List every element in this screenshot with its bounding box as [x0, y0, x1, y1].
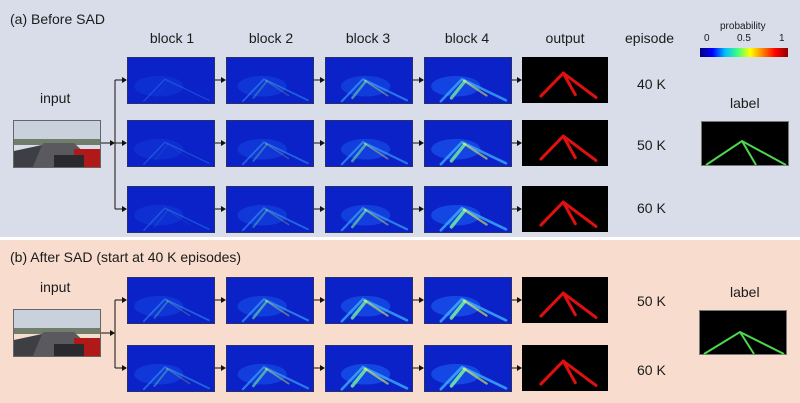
- panel-b-input-stem-head: [110, 330, 115, 336]
- panel-a-input-label: input: [40, 90, 71, 106]
- panel-a-row-2-arrow-2-head: [320, 140, 325, 146]
- panel-a-row-3-block-2-heatmap: [226, 186, 314, 233]
- panel-b-row-1-output-lanes: [522, 277, 608, 323]
- panel-a-row-3-block-1-heatmap: [127, 186, 215, 233]
- panel-a-row-2-output-lanes: [522, 120, 608, 166]
- panel-b-row-2-arrow-2-head: [320, 365, 325, 371]
- panel-a-row-3-arrow-1-head: [221, 206, 226, 212]
- column-header-block-3: block 3: [345, 30, 391, 46]
- panel-a-row-2-block-1-heatmap: [127, 120, 215, 167]
- episode-a-50k: 50 K: [637, 137, 666, 153]
- panel-a-row-2-arrow-output-head: [517, 140, 522, 146]
- column-header-block-1: block 1: [149, 30, 195, 46]
- panel-b-row-1-arrow-3-head: [419, 297, 424, 303]
- episode-a-40k: 40 K: [637, 76, 666, 92]
- episode-b-60k: 60 K: [637, 362, 666, 378]
- panel-b-row-1-block-3-heatmap: [325, 277, 413, 324]
- colorbar-tick-0: 0: [704, 33, 710, 44]
- panel-a-row-3-block-3-heatmap: [325, 186, 413, 233]
- input-road-image-a: [13, 120, 101, 168]
- panel-b-row-1-block-1-heatmap: [127, 277, 215, 324]
- episode-a-60k: 60 K: [637, 200, 666, 216]
- label-lane-image-b: [699, 310, 787, 355]
- colorbar-title: probability: [720, 21, 766, 32]
- panel-b-row-1-arrow-2-head: [320, 297, 325, 303]
- panel-b-row-2-arrow-3-head: [419, 365, 424, 371]
- panel-a-row-2-block-3-heatmap: [325, 120, 413, 167]
- panel-a-row-1-block-3-heatmap: [325, 57, 413, 104]
- episode-b-50k: 50 K: [637, 293, 666, 309]
- panel-a-title: (a) Before SAD: [10, 11, 105, 27]
- panel-a-branch-1-head: [122, 77, 127, 83]
- panel-a-label-title: label: [730, 95, 760, 111]
- column-header-output: output: [545, 30, 585, 46]
- panel-a-row-3-arrow-3-head: [419, 206, 424, 212]
- panel-b-row-2-block-4-heatmap: [424, 345, 512, 392]
- panel-a-input-stem-head: [110, 140, 115, 146]
- episode-header: episode: [625, 30, 675, 46]
- panel-b-title: (b) After SAD (start at 40 K episodes): [10, 249, 242, 265]
- panel-a-row-3-output-lanes: [522, 186, 608, 232]
- panel-b-label-title: label: [730, 284, 760, 300]
- panel-b-row-2-arrow-output-head: [517, 365, 522, 371]
- panel-b-row-2-arrow-1-head: [221, 365, 226, 371]
- panel-b-row-2-block-1-heatmap: [127, 345, 215, 392]
- panel-a-row-3-arrow-output-head: [517, 206, 522, 212]
- panel-b-input-label: input: [40, 279, 71, 295]
- panel-b-row-2-output-lanes: [522, 345, 608, 391]
- colorbar: [700, 48, 788, 57]
- label-lane-image-a: [701, 121, 789, 166]
- panel-b-row-2-block-2-heatmap: [226, 345, 314, 392]
- panel-a-row-1-arrow-3-head: [419, 77, 424, 83]
- panel-a-row-3-arrow-2-head: [320, 206, 325, 212]
- panel-b-row-1-arrow-1-head: [221, 297, 226, 303]
- panel-b-row-1-block-2-heatmap: [226, 277, 314, 324]
- panel-a-row-1-output-lanes: [522, 57, 608, 103]
- column-header-block-4: block 4: [444, 30, 490, 46]
- panel-a-row-2-arrow-3-head: [419, 140, 424, 146]
- panel-a-row-1-arrow-output-head: [517, 77, 522, 83]
- panel-b-row-1-block-4-heatmap: [424, 277, 512, 324]
- panel-a-row-1-arrow-2-head: [320, 77, 325, 83]
- panel-b-branch-2-head: [122, 365, 127, 371]
- panel-a-row-2-arrow-1-head: [221, 140, 226, 146]
- panel-a-row-3-block-4-heatmap: [424, 186, 512, 233]
- panel-a-row-1-arrow-1-head: [221, 77, 226, 83]
- panel-b-branch-1-head: [122, 297, 127, 303]
- panel-a-branch-3-head: [122, 206, 127, 212]
- panel-a-row-1-block-2-heatmap: [226, 57, 314, 104]
- panel-a-row-1-block-4-heatmap: [424, 57, 512, 104]
- colorbar-tick-1: 1: [779, 33, 785, 44]
- panel-b-row-2-block-3-heatmap: [325, 345, 413, 392]
- column-header-block-2: block 2: [248, 30, 294, 46]
- panel-a-branch-2-head: [122, 140, 127, 146]
- colorbar-tick-mid: 0.5: [737, 33, 751, 44]
- input-road-image-b: [13, 309, 101, 357]
- panel-b-row-1-arrow-output-head: [517, 297, 522, 303]
- panel-a-row-2-block-2-heatmap: [226, 120, 314, 167]
- panel-a-row-2-block-4-heatmap: [424, 120, 512, 167]
- panel-a-row-1-block-1-heatmap: [127, 57, 215, 104]
